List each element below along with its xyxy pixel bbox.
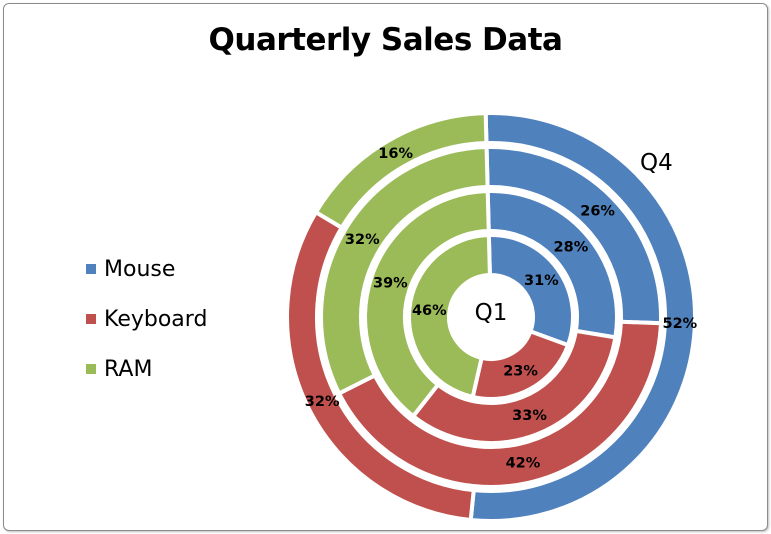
data-label-ring3-ram: 32%	[345, 232, 380, 248]
legend-item-ram: RAM	[86, 344, 207, 394]
legend-swatch-mouse	[86, 264, 96, 274]
legend-item-mouse: Mouse	[86, 244, 207, 294]
data-label-ring2-ram: 39%	[373, 276, 408, 292]
legend-label-ram: RAM	[104, 356, 153, 382]
labels-layer: 31% 23% 46% 28% 33% 39% 26% 42% 32% 52% 32% 16% Q1 Q4	[305, 146, 698, 472]
legend-item-keyboard: Keyboard	[86, 294, 207, 344]
slice-ring2-ram	[363, 188, 491, 419]
data-label-ring1-keyboard: 23%	[503, 363, 538, 379]
data-label-ring1-mouse: 31%	[524, 273, 559, 289]
legend-swatch-ram	[86, 364, 96, 374]
legend: Mouse Keyboard RAM	[86, 244, 207, 394]
data-label-ring2-keyboard: 33%	[512, 408, 547, 424]
data-label-ring4-keyboard: 32%	[305, 394, 340, 410]
legend-label-mouse: Mouse	[104, 256, 176, 282]
ring-name-ring1: Q1	[475, 300, 508, 326]
slices-layer	[285, 111, 697, 523]
data-label-ring4-ram: 16%	[378, 146, 413, 162]
chart-title: Quarterly Sales Data	[208, 22, 563, 58]
slice-ring1-ram	[407, 232, 492, 400]
slice-ring1-mouse	[486, 233, 575, 348]
data-label-ring2-mouse: 28%	[554, 239, 589, 255]
data-label-ring4-mouse: 52%	[663, 316, 698, 332]
slice-ring3-ram	[319, 145, 490, 397]
legend-swatch-keyboard	[86, 314, 96, 324]
slice-ring3-keyboard	[336, 319, 663, 489]
data-label-ring3-mouse: 26%	[580, 203, 615, 219]
data-label-ring3-keyboard: 42%	[506, 456, 541, 472]
legend-label-keyboard: Keyboard	[104, 306, 208, 332]
ring-name-ring4: Q4	[640, 150, 673, 176]
data-label-ring1-ram: 46%	[412, 303, 447, 319]
slice-ring4-ram	[313, 111, 489, 231]
